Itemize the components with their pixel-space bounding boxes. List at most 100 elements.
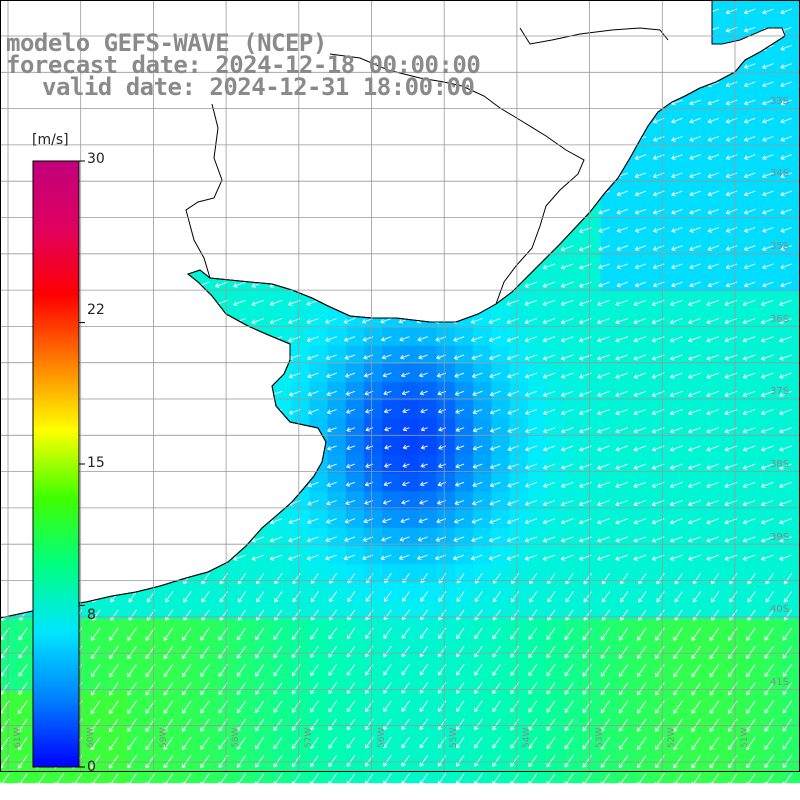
wind-arrow (401, 736, 410, 749)
wind-arrow (255, 755, 265, 768)
wind-arrow (54, 773, 65, 787)
wind-arrow (269, 318, 283, 325)
wind-arrow (727, 700, 738, 714)
wind-cell (327, 546, 347, 565)
wind-arrow (597, 299, 610, 306)
country-border-east (461, 85, 585, 305)
wind-arrow (673, 627, 683, 641)
wind-cell (728, 18, 747, 37)
wind-arrow (437, 755, 447, 767)
wind-cell (673, 291, 693, 310)
wind-arrow (18, 664, 28, 677)
wind-cell (637, 382, 656, 401)
wind-arrow (528, 773, 538, 786)
wind-arrow (636, 736, 647, 750)
wind-cell (655, 400, 674, 420)
wind-cell (327, 491, 347, 511)
wind-arrow (780, 281, 792, 288)
wind-arrow (780, 45, 792, 51)
wind-cell (546, 309, 565, 329)
wind-arrow (420, 444, 428, 450)
wind-cell (691, 473, 711, 492)
wind-arrow (163, 627, 174, 641)
wind-cell (673, 473, 693, 492)
wind-arrow (779, 409, 792, 416)
wind-arrow (671, 208, 683, 215)
wind-arrow (673, 664, 683, 678)
wind-cell (400, 327, 420, 347)
wind-cell (673, 400, 693, 420)
wind-cell (382, 400, 401, 420)
wind-arrow (344, 536, 356, 542)
wind-cell (746, 54, 765, 74)
wind-arrow (582, 718, 592, 732)
wind-arrow (181, 736, 192, 751)
wind-cell (309, 327, 329, 347)
wind-arrow (328, 773, 338, 786)
wind-arrow (762, 117, 774, 124)
wind-arrow (456, 573, 465, 584)
wind-arrow (779, 390, 792, 397)
wind-cell (327, 400, 347, 420)
wind-arrow (597, 409, 610, 416)
wind-cell (655, 182, 674, 201)
wind-cell (491, 546, 511, 565)
wind-cell (455, 327, 474, 347)
wind-cell (382, 364, 401, 383)
wind-arrow (474, 645, 483, 658)
wind-arrow (307, 518, 319, 524)
wind-arrow (706, 409, 720, 416)
wind-arrow (560, 554, 574, 561)
wind-cell (618, 254, 638, 274)
wind-cell (491, 309, 511, 329)
wind-arrow (488, 536, 501, 543)
wind-arrow (742, 463, 756, 470)
wind-cell (382, 345, 401, 365)
wind-cell (273, 546, 292, 565)
wind-cell (345, 400, 365, 420)
wind-arrow (109, 682, 119, 696)
wind-arrow (707, 136, 720, 142)
wind-cell (709, 473, 729, 492)
wind-arrow (437, 700, 447, 712)
wind-arrow (310, 773, 319, 786)
wind-arrow (669, 500, 683, 507)
wind-arrow (18, 645, 28, 659)
wind-arrow (454, 372, 465, 378)
wind-arrow (688, 481, 701, 488)
wind-arrow (306, 299, 319, 306)
wind-arrow (90, 627, 101, 641)
wind-arrow (528, 645, 538, 658)
wind-arrow (691, 736, 702, 751)
wind-cell (618, 509, 638, 529)
wind-cell (327, 364, 347, 383)
wind-arrow (492, 755, 501, 767)
wind-cell (764, 273, 784, 292)
wind-arrow (325, 354, 337, 360)
wind-cell (728, 546, 747, 565)
wind-arrow (163, 664, 174, 678)
wind-arrow (510, 773, 520, 786)
wind-arrow (438, 591, 447, 602)
wind-arrow (618, 755, 629, 769)
wind-arrow (542, 536, 556, 543)
wind-cell (764, 436, 784, 456)
wind-cell (728, 109, 747, 128)
wind-arrow (762, 245, 774, 251)
wind-arrow (706, 354, 720, 361)
wind-cell (746, 309, 765, 329)
wind-cell (746, 109, 765, 128)
lat-label-40s: 40S (770, 604, 790, 615)
wind-arrow (90, 645, 101, 660)
wind-cell (273, 309, 292, 329)
wind-cell (691, 182, 711, 201)
colorbar-tick-8: 8 (87, 607, 96, 623)
wind-cell (436, 364, 456, 383)
wind-arrow (742, 500, 756, 507)
wind-arrow (634, 208, 647, 215)
wind-arrow (689, 208, 701, 215)
wind-arrow (542, 409, 556, 416)
wind-cell (418, 455, 438, 474)
wind-arrow (782, 664, 793, 677)
wind-arrow (744, 136, 756, 142)
